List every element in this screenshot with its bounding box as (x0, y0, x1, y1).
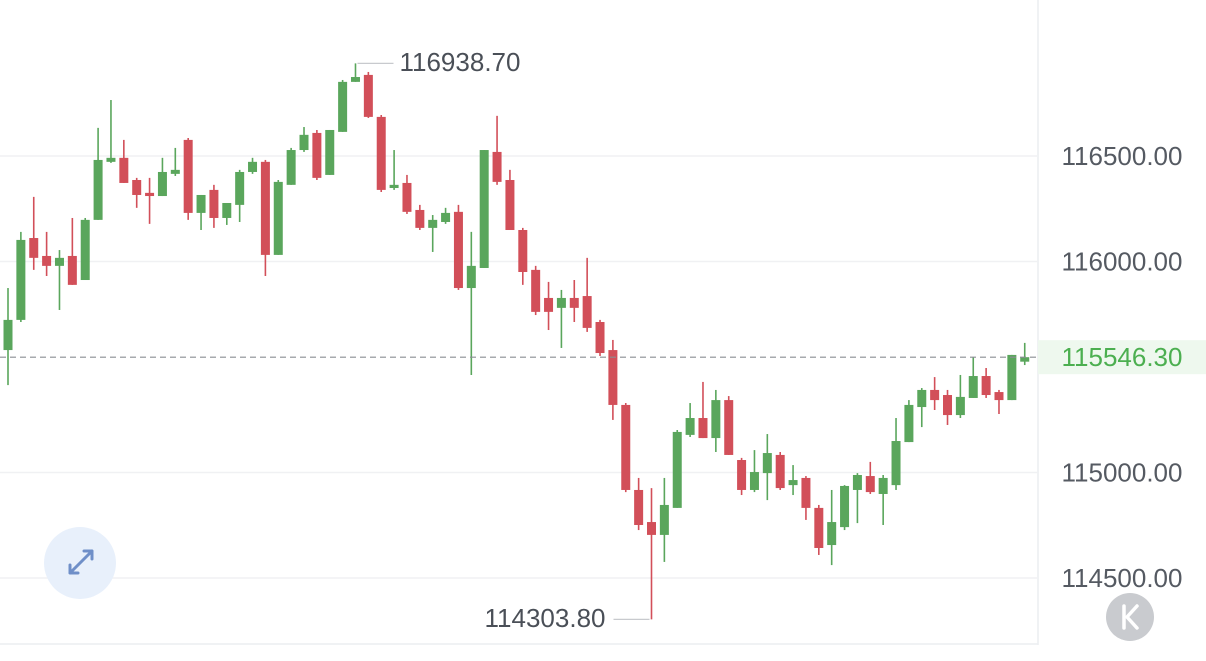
candle-body (852, 474, 862, 490)
expand-icon (68, 549, 94, 575)
y-tick-label: 114500.00 (1062, 563, 1183, 593)
candle-body (325, 129, 335, 175)
candle-body (814, 507, 824, 548)
candle-body (453, 211, 463, 289)
candle-body (235, 171, 245, 205)
candle-body (1007, 354, 1017, 401)
candle-body (827, 522, 837, 546)
candle-body (1020, 357, 1030, 362)
candle-body (943, 395, 953, 416)
candle-body (685, 418, 695, 435)
candle-body (466, 265, 476, 289)
candle-body (737, 460, 747, 490)
current-price-label: 115546.30 (1062, 342, 1183, 372)
candle-body (749, 472, 759, 490)
candle-body (415, 209, 425, 228)
candle-body (132, 179, 142, 195)
candle-body (518, 230, 528, 272)
candle-body (994, 392, 1004, 401)
candle-body (428, 219, 438, 228)
candle-body (299, 134, 309, 151)
candle-body (350, 77, 360, 82)
candle-body (29, 238, 39, 258)
candle-body (80, 219, 90, 281)
candle-body (659, 504, 669, 535)
candle-body (544, 297, 554, 312)
candle-body (106, 157, 116, 162)
candle-body (505, 179, 515, 231)
annotation-label: 114303.80 (485, 603, 606, 633)
candle-body (981, 376, 991, 396)
candle-body (479, 150, 489, 268)
candle-body (904, 404, 914, 443)
candle-body (16, 239, 26, 320)
candle-body (389, 184, 399, 189)
candle-body (582, 296, 592, 328)
candle-body (968, 376, 978, 398)
candle-body (260, 161, 270, 255)
candle-body (608, 350, 618, 405)
candle-body (286, 150, 296, 185)
candle-body (273, 181, 283, 255)
candle-body (209, 189, 219, 218)
candle-body (647, 522, 656, 535)
candle-body (634, 489, 644, 525)
candle-body (170, 169, 180, 174)
candle-body (724, 400, 734, 455)
candle-body (196, 194, 206, 213)
expand-button[interactable] (44, 527, 116, 599)
candle-body (955, 396, 965, 416)
overlay: 115546.30 116938.70 114303.80 (0, 47, 1206, 633)
y-tick-label: 116000.00 (1062, 246, 1183, 276)
candle-body (363, 74, 373, 117)
candle-body (878, 477, 888, 494)
candle-body (222, 202, 232, 218)
candle-body (801, 477, 811, 508)
kline-icon (1122, 604, 1139, 630)
candle-body (762, 453, 772, 474)
candle-body (119, 157, 129, 183)
candle-body (891, 441, 901, 486)
candle-body (93, 159, 103, 220)
candle-body (711, 400, 721, 439)
kline-button-bg[interactable] (1106, 593, 1154, 641)
candle-body (595, 322, 605, 354)
candle-body (183, 139, 193, 213)
candle-body (248, 161, 258, 172)
candle-body (492, 151, 502, 182)
candle-body (338, 81, 348, 132)
candle-body (556, 297, 566, 308)
candle-body (441, 212, 451, 222)
kline-button[interactable] (1106, 593, 1154, 641)
candle-body (917, 389, 927, 408)
candle-body (54, 257, 64, 266)
candle-body (402, 182, 412, 212)
candle-body (42, 255, 52, 266)
candle-body (621, 404, 631, 490)
annotation-label: 116938.70 (399, 47, 520, 77)
candle-body (672, 431, 682, 508)
y-tick-label: 116500.00 (1062, 141, 1183, 171)
candle-body (376, 116, 386, 190)
candle-body (840, 485, 850, 528)
candle-body (531, 269, 541, 312)
current-price-badge (1038, 340, 1206, 375)
candle-body (145, 192, 155, 197)
candle-body (865, 476, 875, 493)
candles (3, 63, 1030, 620)
candle-body (3, 319, 13, 351)
candle-body (930, 389, 940, 401)
candle-body (312, 132, 322, 178)
candle-body (569, 297, 579, 308)
candle-body (775, 454, 785, 489)
candle-body (67, 255, 77, 285)
candle-body (788, 480, 798, 486)
y-tick-label: 115000.00 (1062, 457, 1183, 487)
candle-body (698, 418, 708, 439)
candle-body (157, 171, 167, 197)
